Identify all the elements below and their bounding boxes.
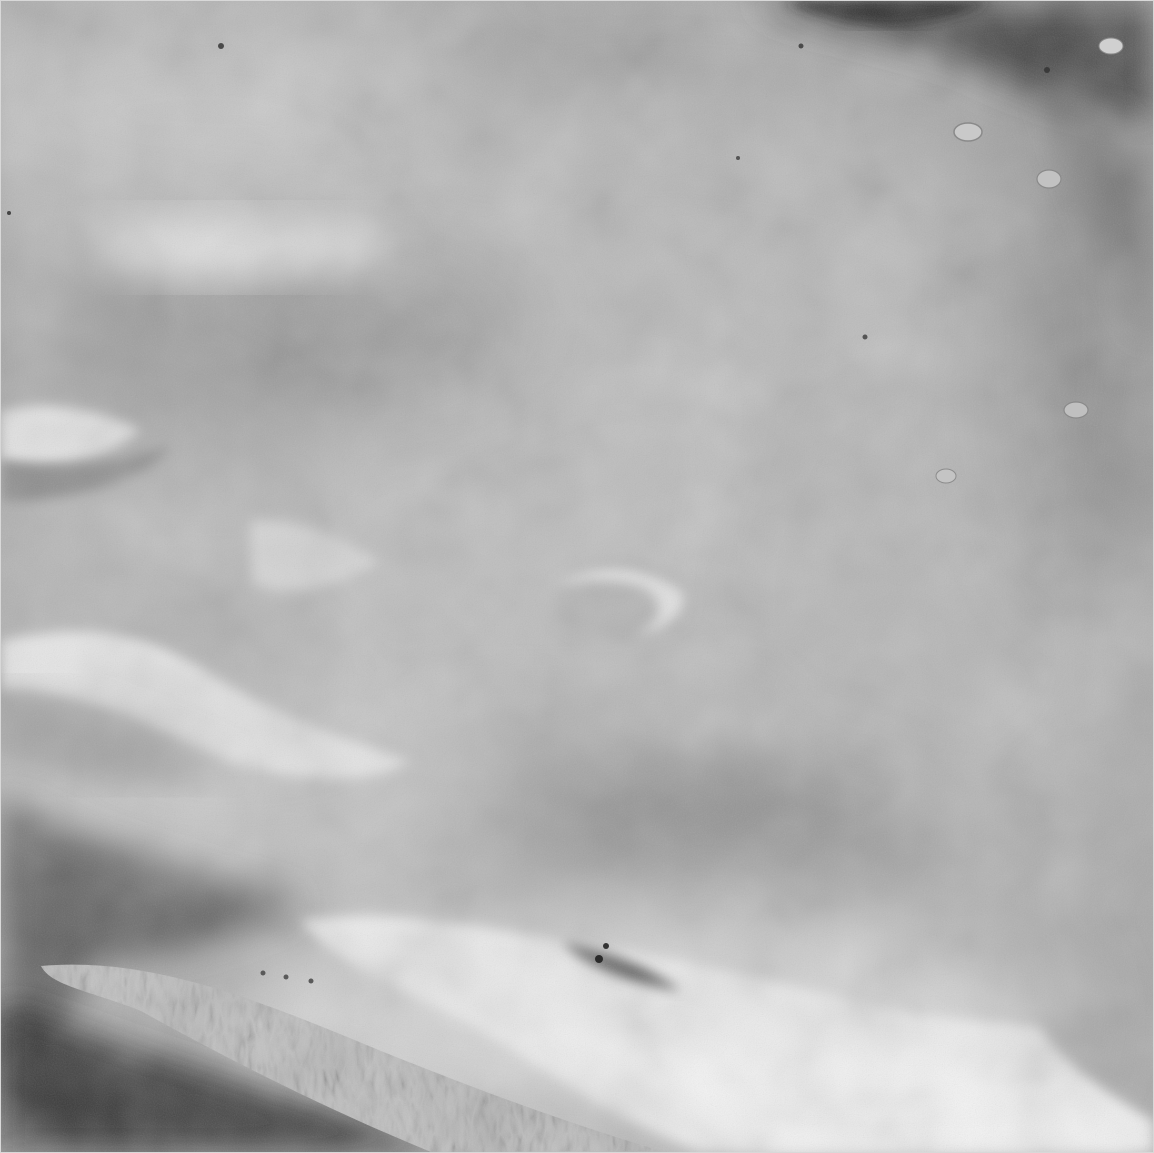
scattered-small-craters [7, 37, 1124, 984]
